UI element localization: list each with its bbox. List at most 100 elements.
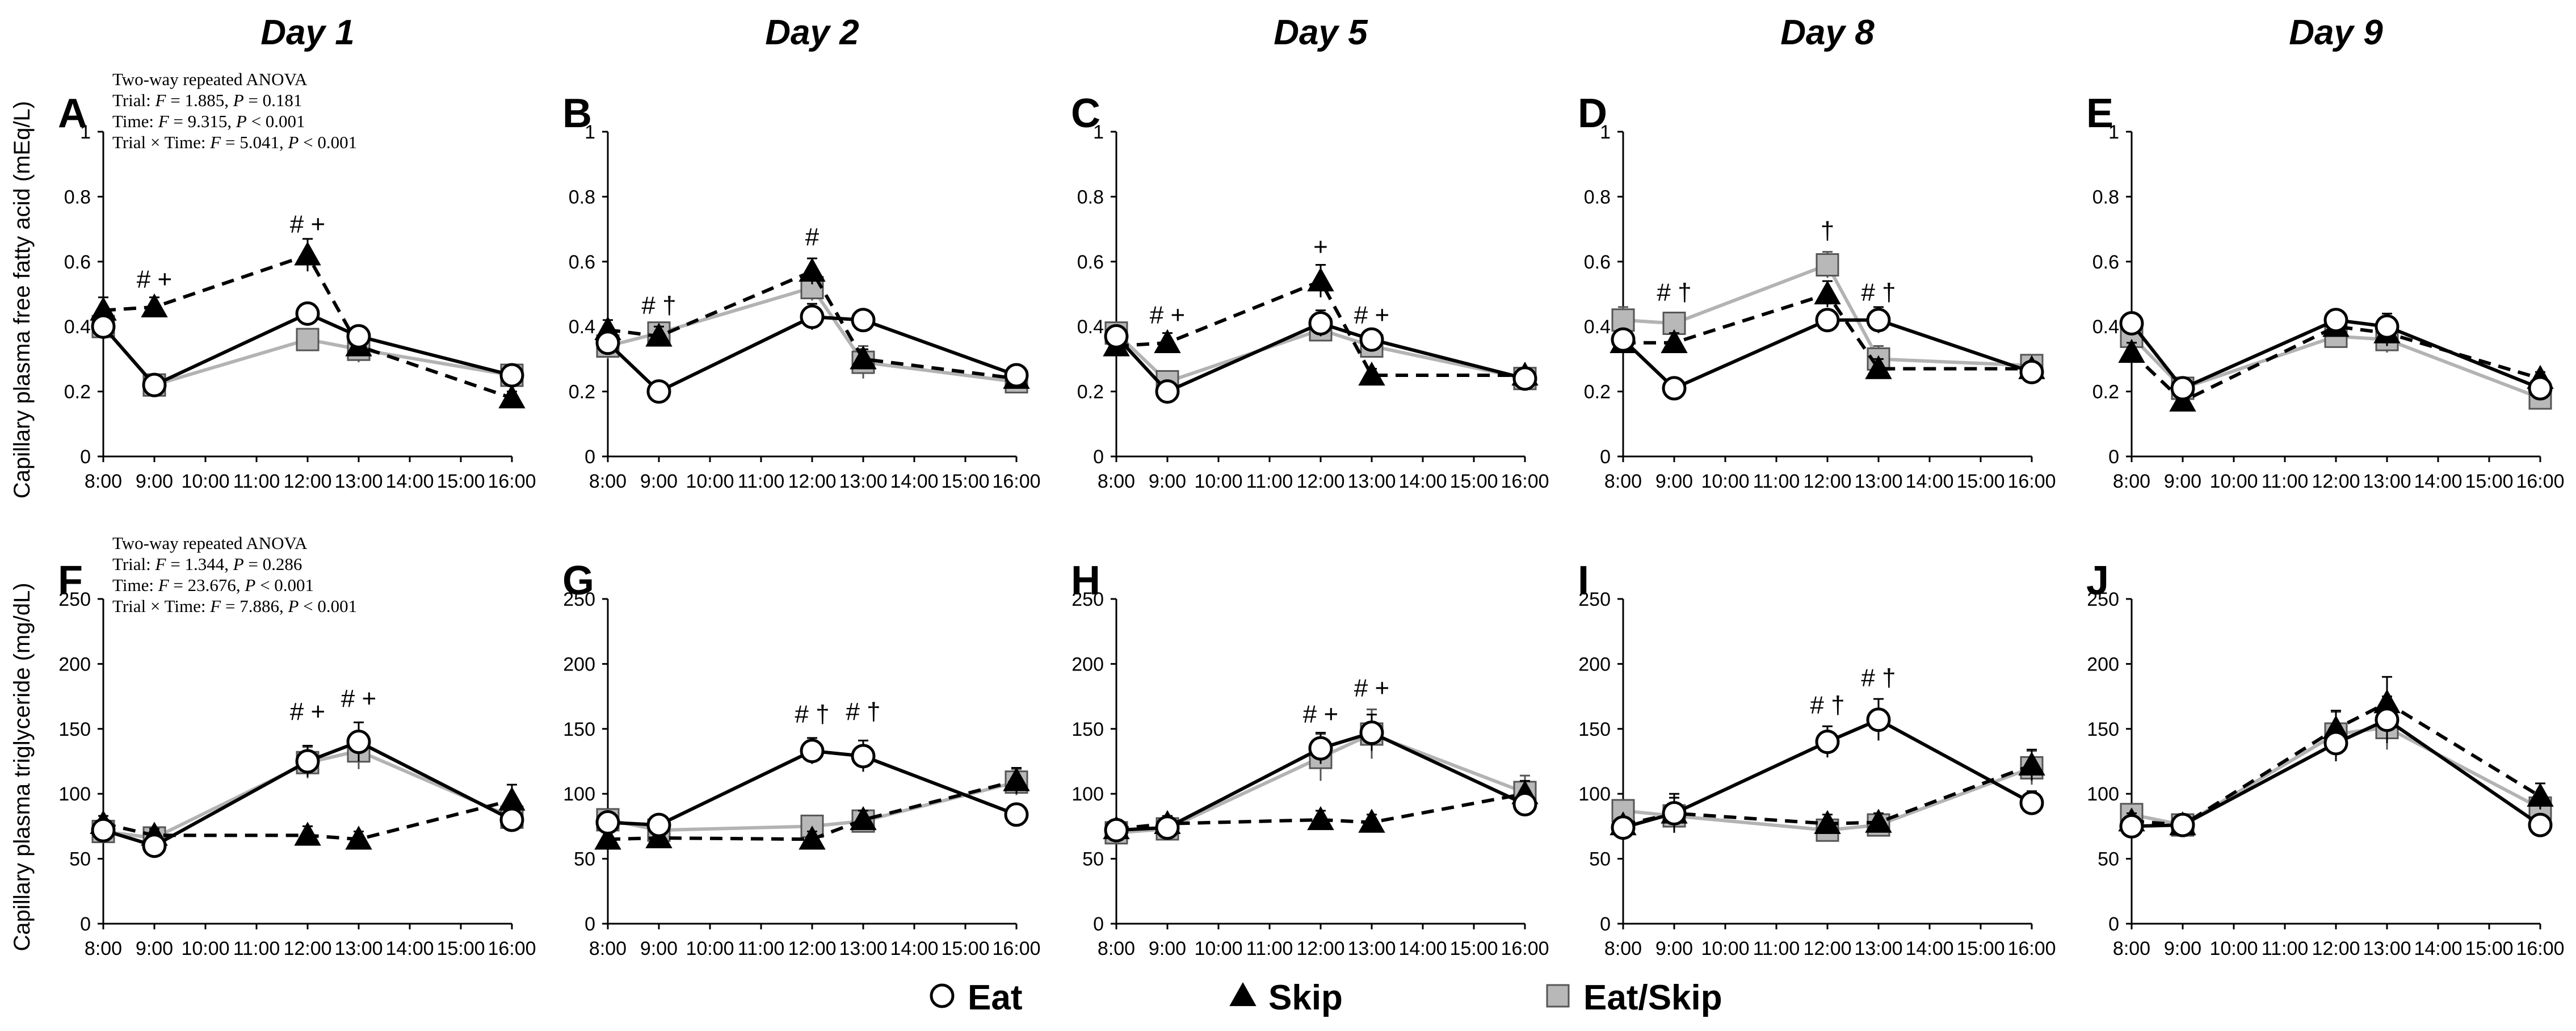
x-tick-label: 14:00 xyxy=(385,938,434,959)
data-point-skip-12-00 xyxy=(1814,280,1841,305)
x-tick-label: 15:00 xyxy=(941,471,989,492)
x-tick-label: 15:00 xyxy=(436,471,485,492)
legend-label-eat-skip: Eat/Skip xyxy=(1583,978,1722,1017)
panel-letter-f: F xyxy=(58,558,83,603)
y-tick-label: 0 xyxy=(1093,446,1104,468)
data-point-eat-13-00 xyxy=(1359,720,1384,745)
legend-item-eat-skip: Eat/Skip xyxy=(1546,978,1722,1017)
data-point-skip-16-00 xyxy=(498,384,526,409)
x-tick-label: 16:00 xyxy=(2007,471,2056,492)
anova-text-part: Trial: xyxy=(112,554,156,574)
data-point-eat-16-00 xyxy=(2019,790,2044,815)
series-eat xyxy=(1611,698,2044,840)
y-tick-label: 0.2 xyxy=(1077,382,1104,403)
y-tick-label: 150 xyxy=(1071,719,1104,740)
tg-y-axis-label: Capillary plasma triglyceride (mg/dL) xyxy=(10,582,35,951)
x-tick-label: 13:00 xyxy=(1347,938,1396,959)
x-tick-label: 9:00 xyxy=(2164,938,2201,959)
legend-item-eat: Eat xyxy=(930,978,1022,1017)
y-tick-label: 0.8 xyxy=(64,186,91,208)
y-tick-label: 0.8 xyxy=(1584,186,1611,208)
data-point-eat-9-00 xyxy=(1662,801,1687,826)
x-tick-label: 14:00 xyxy=(1905,471,1953,492)
panel-letter-a: A xyxy=(58,91,87,136)
data-point-eat-8-00 xyxy=(91,314,116,339)
anova-text-part: F xyxy=(209,596,221,616)
anova-interaction-line: Trial × Time: F = 5.041, P < 0.001 xyxy=(112,132,357,152)
data-point-skip-13-00 xyxy=(1358,808,1385,833)
x-tick-label: 10:00 xyxy=(181,471,229,492)
x-tick-label: 14:00 xyxy=(2414,471,2462,492)
x-tick-label: 8:00 xyxy=(1604,471,1642,492)
y-tick-label: 100 xyxy=(58,783,91,805)
x-tick-label: 13:00 xyxy=(334,938,383,959)
significance-label: # † xyxy=(1657,278,1691,306)
x-tick-label: 15:00 xyxy=(436,938,485,959)
day-title-day-2: Day 2 xyxy=(765,13,859,52)
y-tick-label: 100 xyxy=(563,783,595,805)
x-tick-label: 15:00 xyxy=(1449,471,1498,492)
y-tick-label: 0 xyxy=(80,446,91,468)
anova-text-part: = 0.181 xyxy=(244,90,302,110)
significance-label: † xyxy=(1821,217,1834,245)
y-tick-label: 100 xyxy=(1071,783,1104,805)
anova-text-part: Trial × Time: xyxy=(112,596,210,616)
data-point-eat-9-00 xyxy=(1155,815,1180,840)
series-eat xyxy=(595,737,1029,837)
x-tick-label: 16:00 xyxy=(488,471,536,492)
data-point-eat-8-00 xyxy=(1104,324,1129,349)
anova-trial-line: Trial: F = 1.344, P = 0.286 xyxy=(112,554,302,574)
x-tick-label: 13:00 xyxy=(1854,938,1902,959)
data-point-eat-skip-12-00 xyxy=(296,328,320,351)
data-point-eat-13-00 xyxy=(851,744,876,769)
y-tick-label: 0.4 xyxy=(2092,316,2119,338)
x-tick-label: 8:00 xyxy=(2113,938,2150,959)
data-point-eat-16-00 xyxy=(1512,792,1537,817)
x-tick-label: 9:00 xyxy=(640,938,678,959)
legend-item-skip: Skip xyxy=(1229,978,1343,1017)
x-tick-label: 11:00 xyxy=(738,938,785,959)
data-point-eat-12-00 xyxy=(1308,736,1333,761)
significance-label: # + xyxy=(1303,700,1338,728)
x-tick-label: 10:00 xyxy=(1194,471,1242,492)
x-tick-label: 14:00 xyxy=(890,938,938,959)
y-tick-label: 0.2 xyxy=(2092,382,2119,403)
x-tick-label: 10:00 xyxy=(181,938,229,959)
y-tick-label: 0.6 xyxy=(1077,252,1104,273)
anova-text-part: < 0.001 xyxy=(247,111,305,131)
anova-text-part: F xyxy=(158,575,170,595)
y-tick-label: 0.2 xyxy=(64,382,91,403)
panel-letter-e: E xyxy=(2086,91,2113,136)
data-point-eat-9-00 xyxy=(1155,379,1180,404)
data-point-eat-16-00 xyxy=(1512,366,1537,391)
day-title-day-8: Day 8 xyxy=(1780,13,1875,52)
anova-title-line: Two-way repeated ANOVA xyxy=(112,533,308,553)
x-tick-label: 13:00 xyxy=(1347,471,1396,492)
y-tick-label: 0.6 xyxy=(1584,252,1611,273)
x-tick-label: 13:00 xyxy=(1854,471,1902,492)
panel-letter-j: J xyxy=(2086,558,2109,603)
x-tick-label: 14:00 xyxy=(385,471,434,492)
anova-text-part: Trial: xyxy=(112,90,156,110)
y-tick-label: 250 xyxy=(563,589,595,610)
data-point-skip-13-00 xyxy=(1865,808,1892,833)
x-tick-label: 10:00 xyxy=(686,471,734,492)
legend-marker-skip xyxy=(1229,982,1257,1007)
x-tick-label: 10:00 xyxy=(2209,471,2258,492)
x-tick-label: 8:00 xyxy=(85,471,122,492)
data-point-skip-12-00 xyxy=(1307,267,1334,292)
data-point-skip-16-00 xyxy=(1003,767,1030,791)
data-point-eat-9-00 xyxy=(646,379,671,404)
y-tick-label: 250 xyxy=(2087,589,2119,610)
x-tick-label: 16:00 xyxy=(2516,471,2564,492)
anova-text-part: F xyxy=(209,132,221,152)
anova-time-line: Time: F = 9.315, P < 0.001 xyxy=(112,111,305,131)
x-tick-label: 11:00 xyxy=(2262,938,2309,959)
legend-label-eat: Eat xyxy=(968,978,1022,1017)
y-tick-label: 0.2 xyxy=(1584,382,1611,403)
legend-marker-eat xyxy=(930,983,955,1008)
x-tick-label: 10:00 xyxy=(686,938,734,959)
